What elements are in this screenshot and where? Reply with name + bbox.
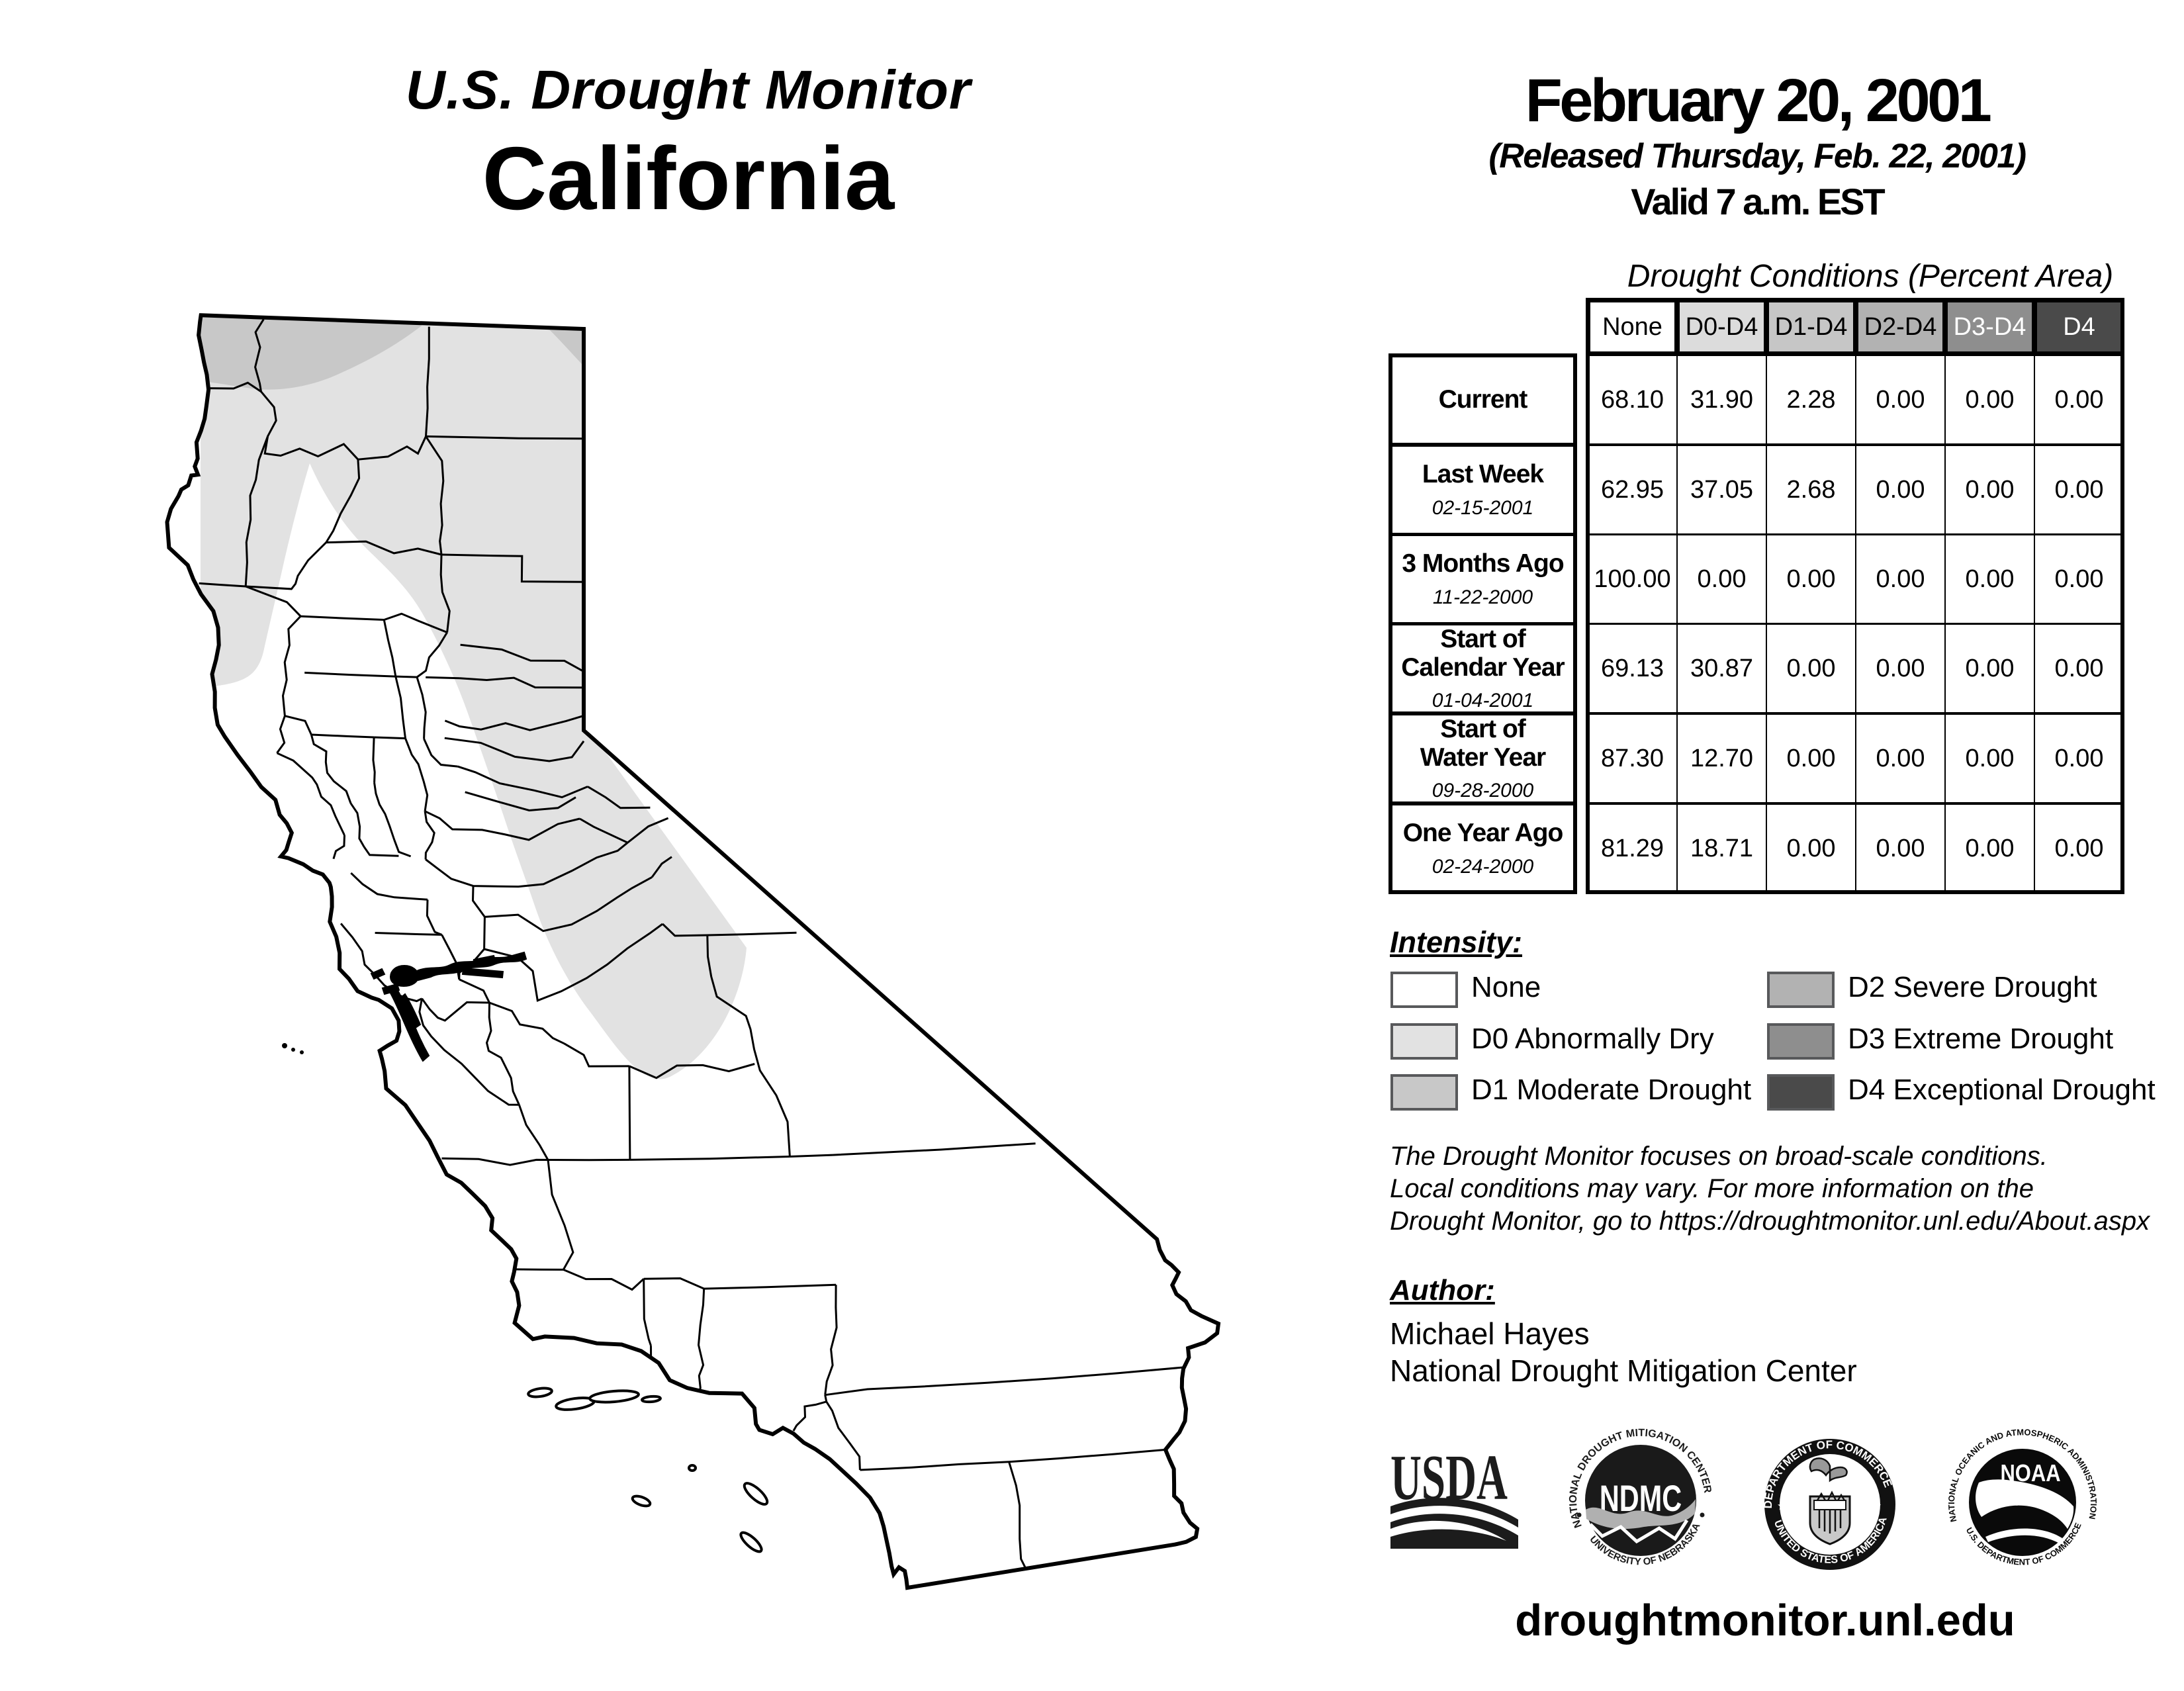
svg-text:NOAA: NOAA bbox=[2000, 1461, 2060, 1487]
svg-text:★: ★ bbox=[1872, 1500, 1882, 1512]
svg-text:★: ★ bbox=[1777, 1500, 1787, 1512]
